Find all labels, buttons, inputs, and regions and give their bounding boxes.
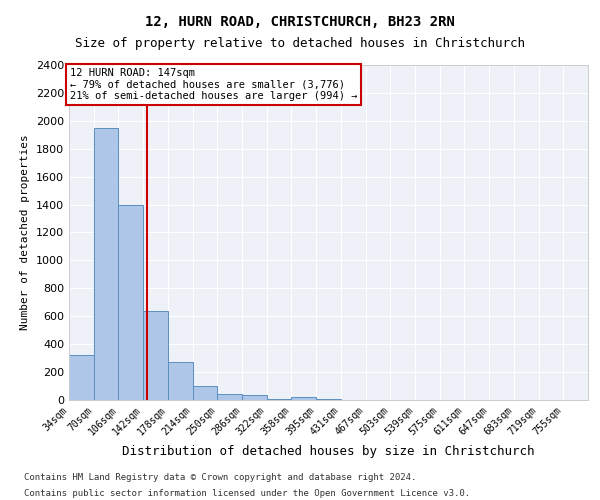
Text: 12, HURN ROAD, CHRISTCHURCH, BH23 2RN: 12, HURN ROAD, CHRISTCHURCH, BH23 2RN bbox=[145, 15, 455, 29]
Bar bbox=[118, 204, 143, 400]
Bar bbox=[168, 362, 193, 400]
X-axis label: Distribution of detached houses by size in Christchurch: Distribution of detached houses by size … bbox=[122, 445, 535, 458]
Bar bbox=[217, 394, 242, 400]
Text: 12 HURN ROAD: 147sqm
← 79% of detached houses are smaller (3,776)
21% of semi-de: 12 HURN ROAD: 147sqm ← 79% of detached h… bbox=[70, 68, 357, 101]
Y-axis label: Number of detached properties: Number of detached properties bbox=[20, 134, 31, 330]
Text: Size of property relative to detached houses in Christchurch: Size of property relative to detached ho… bbox=[75, 38, 525, 51]
Text: Contains HM Land Registry data © Crown copyright and database right 2024.: Contains HM Land Registry data © Crown c… bbox=[24, 472, 416, 482]
Bar bbox=[242, 395, 267, 400]
Text: Contains public sector information licensed under the Open Government Licence v3: Contains public sector information licen… bbox=[24, 489, 470, 498]
Bar bbox=[69, 356, 94, 400]
Bar bbox=[94, 128, 118, 400]
Bar bbox=[292, 397, 316, 400]
Bar bbox=[143, 310, 168, 400]
Bar bbox=[193, 386, 217, 400]
